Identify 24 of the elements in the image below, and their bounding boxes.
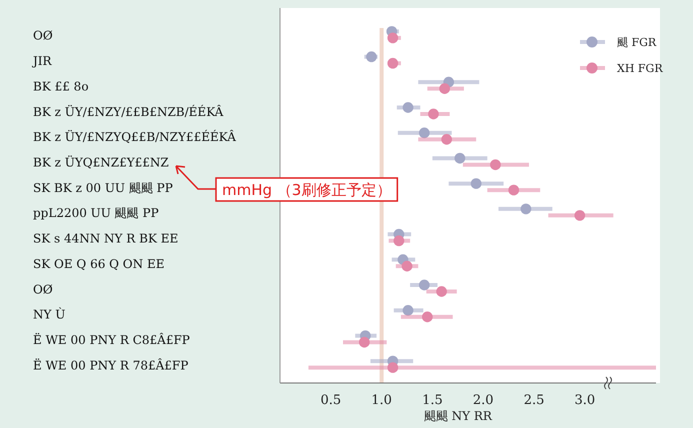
y-tick-label: OØ <box>33 28 53 43</box>
x-axis-title: 颶颶 NY RR <box>424 409 493 423</box>
x-tick-label: 2.5 <box>524 393 544 408</box>
y-tick-label: BK z ÜYQ£NZ£Y££NZ <box>33 154 169 170</box>
y-tick-label: Ë WE 00 PNY R 78£Â£FP <box>33 357 188 372</box>
x-tick-label: 1.5 <box>422 393 443 408</box>
y-tick-label: Ë WE 00 PNY R C8£Â£FP <box>33 332 190 347</box>
x-tick-label: 0.5 <box>320 393 342 408</box>
annotation: mmHg （3刷修正予定） <box>222 181 392 199</box>
x-tick-label: 1.0 <box>371 393 392 408</box>
y-tick-label: OØ <box>33 282 53 296</box>
y-tick-label: BK z ÜY/£NZY/££B£NZB/ÉÉKÂ <box>33 104 224 119</box>
y-tick-label: BK z ÜY/£NZYQ££B/NZY££ÉÉKÂ <box>33 129 236 144</box>
y-tick-label: JIR <box>31 54 53 68</box>
x-tick-label: 2.0 <box>472 393 494 408</box>
y-tick-label: BK ££ 8o <box>33 79 89 94</box>
y-tick-label: ppL2200 UU 颶颶 PP <box>33 206 159 220</box>
legend-label: 颶 FGR <box>617 36 657 49</box>
y-tick-label: SK OE Q 66 Q ON EE <box>33 256 164 271</box>
y-tick-label: SK s 44NN NY R BK EE <box>33 232 178 246</box>
legend-label: XH FGR <box>617 62 664 75</box>
y-tick-label: NY Ù <box>33 306 66 322</box>
x-tick-label: 3.0 <box>574 393 596 408</box>
y-tick-label: SK BK z 00 UU 颶颶 PP <box>33 180 173 195</box>
